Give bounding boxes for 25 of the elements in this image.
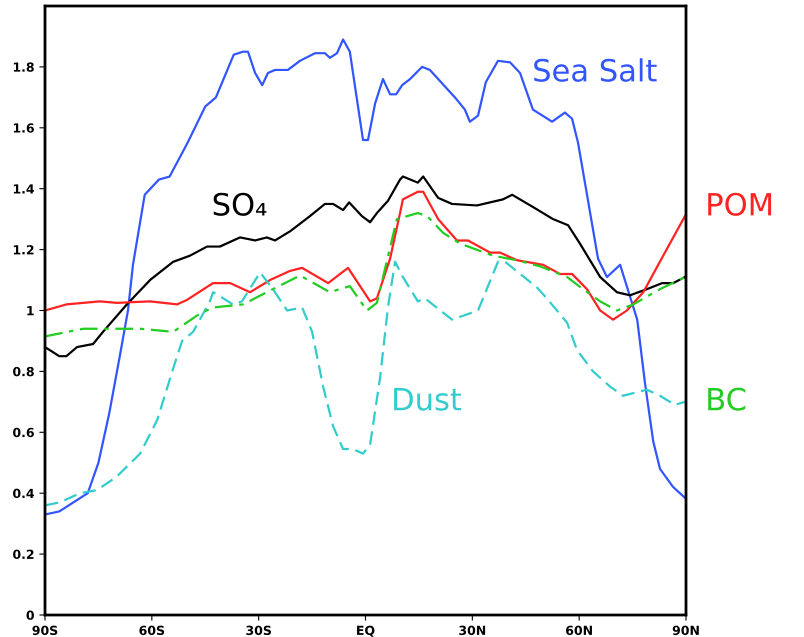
- series-label: POM: [708, 192, 772, 216]
- text: BC: [708, 388, 746, 411]
- line-series: [45, 260, 686, 506]
- y-tick-label: 1.6: [14, 123, 34, 133]
- y-tick-label: 1: [27, 306, 34, 316]
- x-tick-label: 30S: [246, 626, 271, 636]
- line-series: [45, 190, 686, 321]
- series-label: SO₄: [214, 192, 266, 216]
- x-tick-label: 30N: [459, 626, 486, 636]
- y-tick-label: 1.2: [14, 245, 34, 254]
- x-tick-label: 90N: [672, 626, 699, 636]
- x-tick-label: EQ: [357, 626, 374, 637]
- y-tick-label: 1.4: [14, 184, 34, 194]
- y-tick-label: 1.8: [14, 62, 34, 72]
- series-label: Dust: [394, 388, 462, 411]
- y-tick-label: 0: [26, 610, 34, 620]
- line-series: [45, 38, 686, 516]
- x-tick-label: 60S: [139, 626, 164, 636]
- y-tick-label: 0.8: [13, 366, 34, 376]
- x-tick-label: 90S: [32, 626, 58, 636]
- series-label: Sea Salt: [534, 58, 657, 82]
- y-tick-label: 0.2: [13, 550, 34, 560]
- y-tick-label: 0.6: [13, 428, 34, 438]
- x-tick-label: 60N: [566, 626, 592, 636]
- y-tick-label: 0.4: [13, 488, 34, 498]
